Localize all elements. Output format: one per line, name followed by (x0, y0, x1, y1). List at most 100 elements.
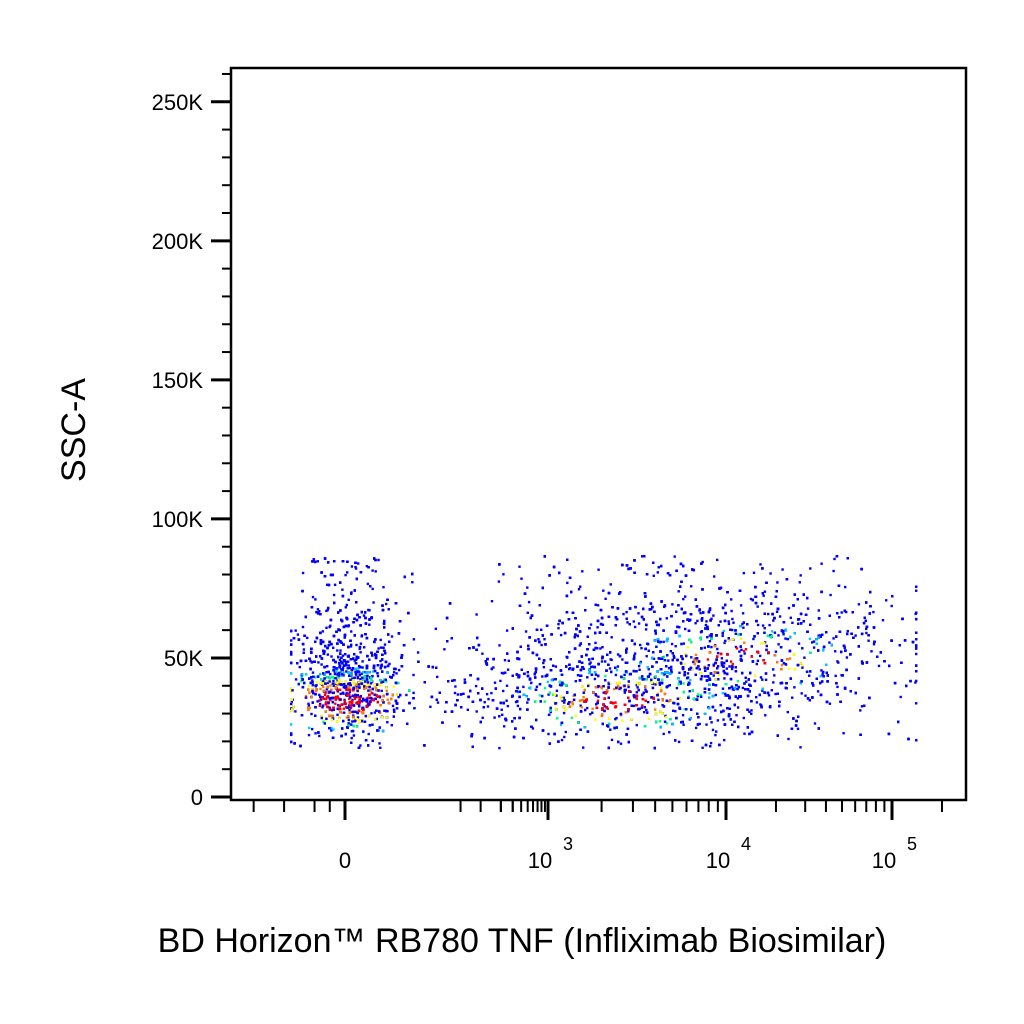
event-dot (540, 628, 543, 631)
event-dots (290, 555, 918, 750)
event-dot (623, 673, 626, 677)
event-dot (797, 642, 801, 645)
event-dot (329, 684, 332, 687)
event-dot (522, 685, 525, 689)
event-dot (686, 646, 690, 649)
event-dot (732, 621, 735, 624)
event-dot (711, 728, 715, 732)
event-dot (337, 704, 340, 707)
event-dot (860, 705, 864, 708)
event-dot (633, 652, 637, 655)
event-dot (704, 675, 707, 678)
event-dot (846, 629, 849, 633)
event-dot (829, 593, 832, 597)
event-dot (503, 725, 506, 728)
event-dot (784, 637, 787, 640)
event-dot (543, 638, 546, 641)
event-dot (614, 673, 618, 677)
event-dot (367, 732, 370, 736)
event-dot (601, 646, 604, 649)
event-dot (769, 572, 772, 575)
event-dot (333, 583, 337, 586)
event-dot (311, 727, 314, 731)
event-dot (456, 693, 460, 696)
event-dot (321, 630, 324, 633)
event-dot (764, 678, 768, 681)
event-dot (610, 636, 613, 639)
event-dot (579, 704, 582, 707)
event-dot (591, 707, 594, 710)
event-dot (493, 716, 496, 719)
event-dot (791, 621, 794, 624)
event-dot (627, 685, 630, 689)
event-dot (656, 571, 659, 574)
event-dot (590, 665, 593, 669)
event-dot (625, 610, 628, 614)
event-dot (881, 619, 885, 622)
event-dot (562, 711, 566, 715)
event-dot (386, 698, 389, 701)
event-dot (865, 627, 868, 631)
event-dot (600, 714, 603, 718)
event-dot (789, 616, 792, 619)
event-dot (325, 671, 328, 674)
event-dot (377, 647, 380, 650)
event-dot (332, 728, 335, 731)
event-dot (658, 720, 662, 723)
event-dot (553, 700, 556, 704)
event-dot (773, 631, 777, 634)
event-dot (483, 701, 486, 704)
event-dot (526, 671, 529, 674)
event-dot (663, 605, 666, 609)
event-dot (311, 688, 314, 691)
event-dot (727, 620, 730, 623)
event-dot (725, 667, 728, 670)
event-dot (809, 567, 812, 570)
event-dot (704, 623, 708, 627)
event-dot (877, 664, 881, 668)
event-dot (752, 571, 756, 574)
event-dot (675, 686, 679, 690)
event-dot (302, 648, 306, 651)
event-dot (363, 646, 366, 649)
event-dot (699, 611, 702, 615)
event-dot (834, 650, 837, 653)
event-dot (321, 706, 324, 709)
event-dot (306, 636, 309, 640)
event-dot (706, 658, 710, 661)
event-dot (658, 683, 662, 686)
event-dot (736, 687, 739, 691)
event-dot (369, 682, 373, 685)
event-dot (644, 628, 648, 631)
event-dot (759, 676, 763, 679)
event-dot (392, 685, 396, 688)
event-dot (347, 718, 351, 722)
event-dot (637, 664, 641, 668)
event-dot (316, 681, 319, 684)
event-dot (330, 655, 333, 658)
event-dot (566, 581, 569, 585)
event-dot (793, 686, 796, 689)
event-dot (371, 587, 374, 591)
event-dot (714, 693, 717, 697)
event-dot (520, 577, 523, 580)
event-dot (811, 641, 814, 644)
event-dot (385, 602, 388, 606)
event-dot (368, 623, 371, 626)
event-dot (742, 649, 746, 653)
event-dot (782, 633, 785, 636)
event-dot (682, 597, 685, 601)
event-dot (475, 710, 478, 713)
event-dot (505, 684, 509, 687)
event-dot (599, 647, 602, 650)
event-dot (502, 672, 505, 675)
event-dot (336, 690, 340, 693)
event-dot (669, 650, 672, 653)
event-dot (788, 667, 791, 670)
event-dot (357, 562, 360, 565)
event-dot (558, 683, 562, 687)
event-dot (722, 629, 726, 633)
event-dot (743, 641, 746, 644)
event-dot (577, 588, 581, 591)
event-dot (705, 620, 708, 623)
